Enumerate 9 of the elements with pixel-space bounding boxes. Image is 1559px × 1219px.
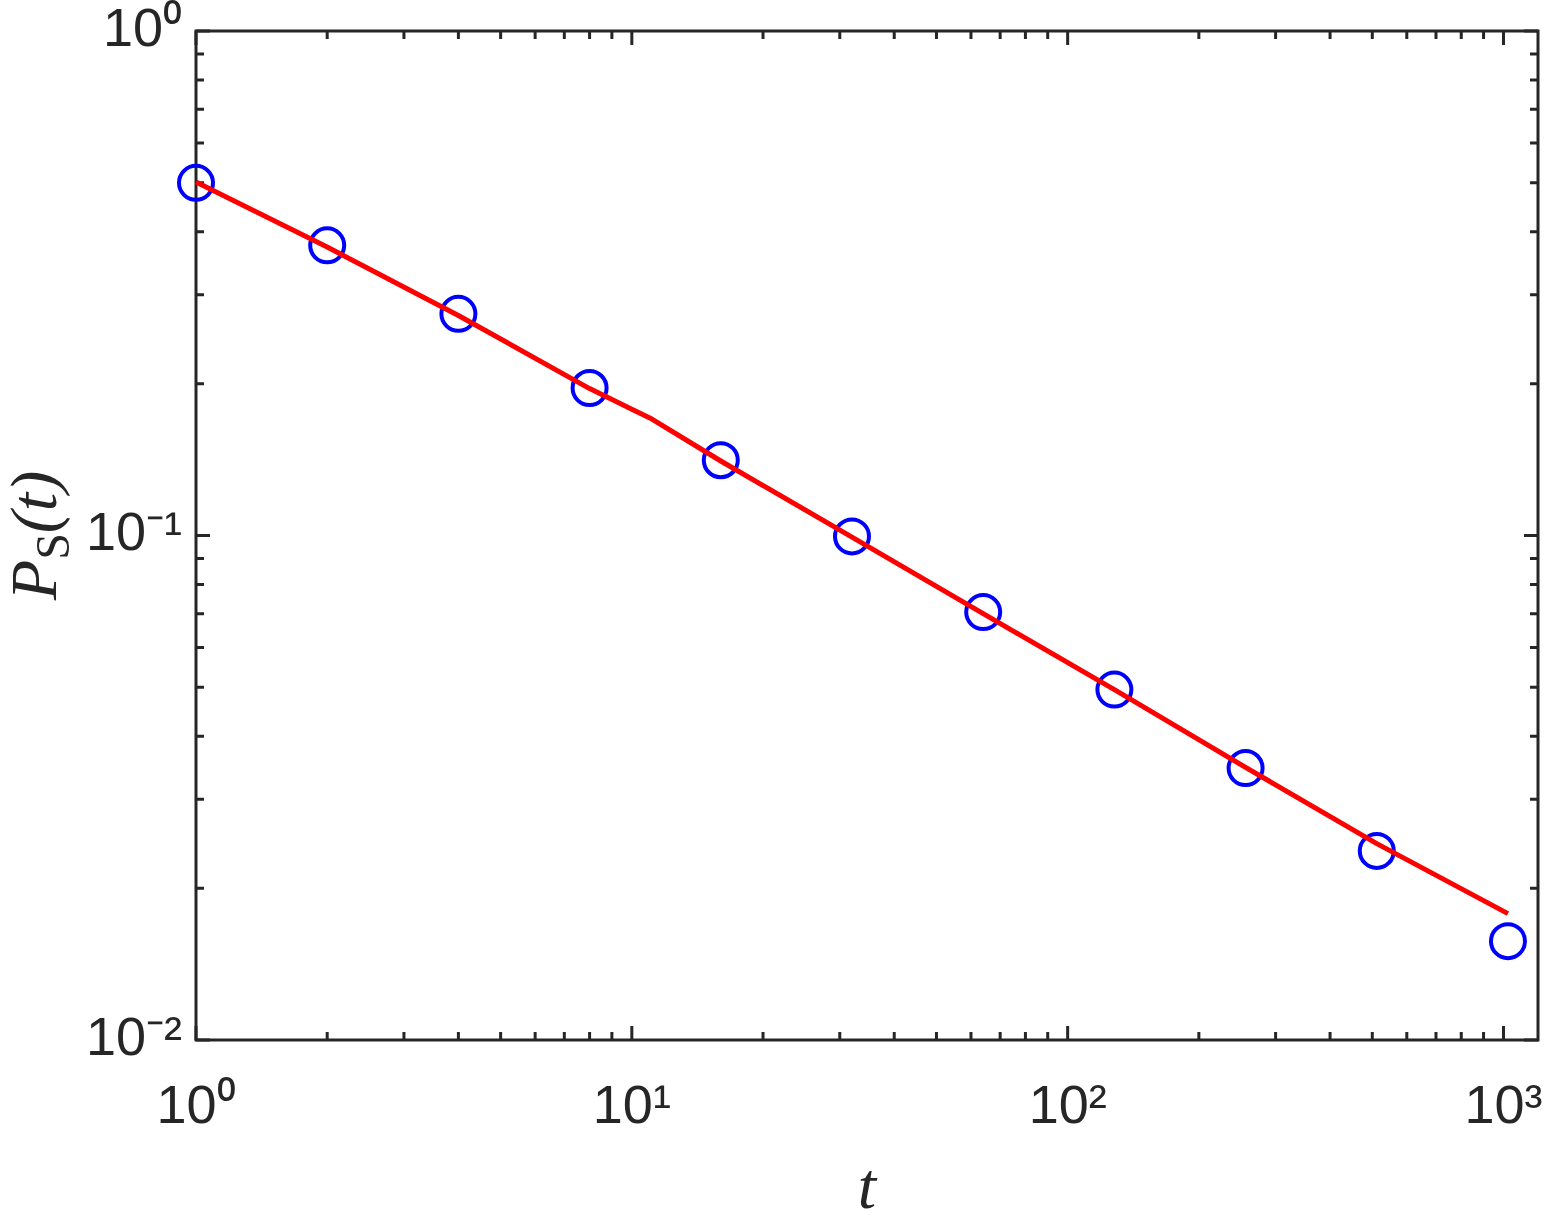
- y-tick-label: 10⁰: [102, 0, 182, 57]
- y-tick-label: 10⁻²: [85, 1005, 182, 1066]
- x-tick-label: 10²: [1028, 1074, 1107, 1135]
- x-axis-title: t: [857, 1149, 878, 1219]
- y-tick-label: 10⁻¹: [85, 501, 182, 562]
- x-tick-label: 10¹: [592, 1074, 671, 1135]
- x-tick-label: 10⁰: [156, 1074, 236, 1135]
- x-tick-label: 10³: [1464, 1074, 1543, 1135]
- y-axis-title: PS(t): [0, 470, 80, 602]
